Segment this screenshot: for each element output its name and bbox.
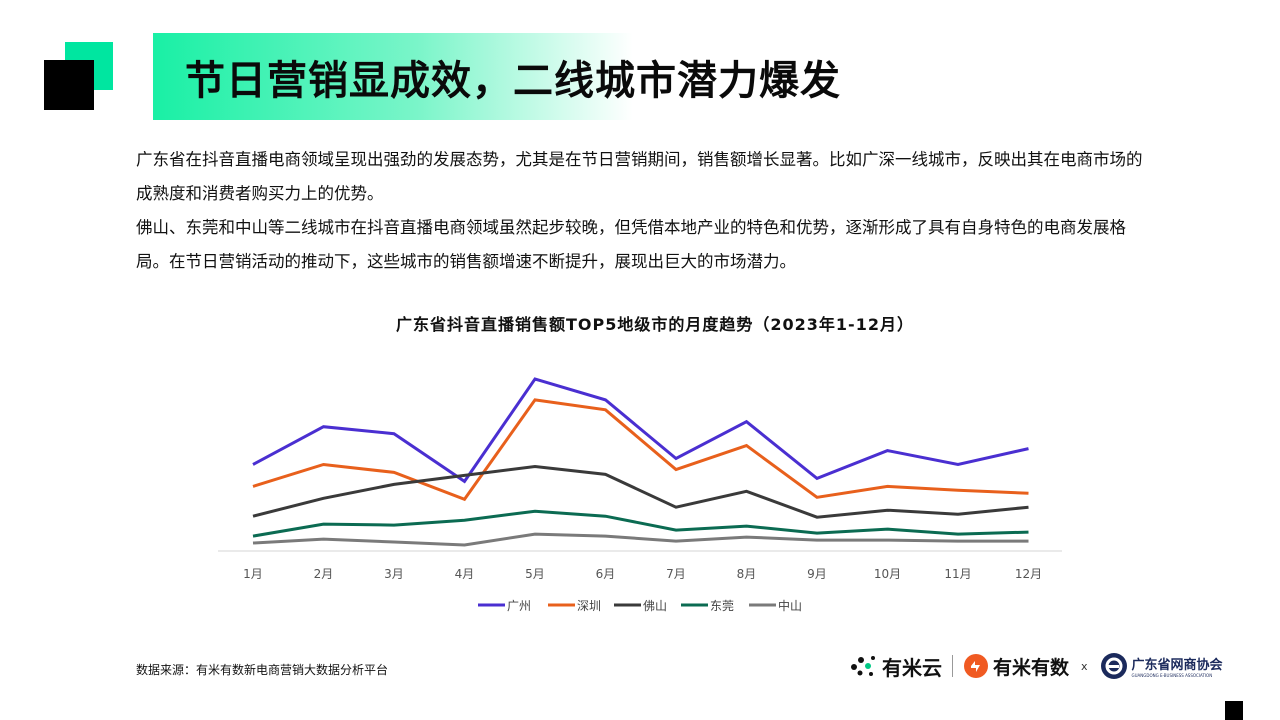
decor-black-square (44, 60, 94, 110)
gd-ebusiness-icon (1100, 653, 1127, 679)
data-source: 数据来源：有米有数新电商营销大数据分析平台 (136, 663, 389, 677)
gd-ebusiness-logo: 广东省网商协会 GUANGDONG E-BUSINESS ASSOCIATION (1100, 652, 1223, 680)
x-tick-label: 2月 (314, 567, 334, 581)
legend-label: 佛山 (643, 599, 667, 613)
legend-label: 深圳 (577, 599, 601, 613)
youmi-cloud-label: 有米云 (882, 655, 942, 680)
intro-text: 广东省在抖音直播电商领域呈现出强劲的发展态势，尤其是在节日营销期间，销售额增长显… (136, 143, 1148, 279)
youmi-data-label: 有米有数 (993, 656, 1070, 679)
series-line-2 (252, 464, 1029, 519)
gd-ebusiness-en: GUANGDONG E-BUSINESS ASSOCIATION (1131, 673, 1213, 678)
series-line-1 (252, 398, 1029, 502)
gd-ebusiness-cn: 广东省网商协会 (1131, 658, 1223, 673)
x-tick-label: 11月 (944, 567, 971, 581)
intro-paragraph-1: 广东省在抖音直播电商领域呈现出强劲的发展态势，尤其是在节日营销期间，销售额增长显… (136, 150, 1143, 203)
x-tick-label: 10月 (874, 567, 901, 581)
x-tick-label: 7月 (666, 567, 686, 581)
legend-label: 广州 (507, 599, 531, 613)
intro-paragraph-2: 佛山、东莞和中山等二线城市在抖音直播电商领域虽然起步较晚，但凭借本地产业的特色和… (136, 218, 1126, 271)
decor-corner-square (1225, 701, 1243, 720)
x-tick-label: 3月 (384, 567, 404, 581)
series-line-3 (252, 509, 1029, 538)
gd-ebusiness-text: 广东省网商协会 GUANGDONG E-BUSINESS ASSOCIATION (1132, 654, 1223, 678)
x-tick-label: 6月 (596, 567, 616, 581)
youmi-cloud-logo: 有米云 (848, 652, 942, 681)
youmi-data-logo: 有米有数 (963, 653, 1069, 680)
youmi-data-icon (964, 654, 988, 678)
x-tick-label: 5月 (525, 567, 545, 581)
chart-title: 广东省抖音直播销售额TOP5地级市的月度趋势（2023年1-12月） (396, 315, 914, 334)
title-band (153, 33, 633, 120)
x-tick-label: 9月 (807, 567, 827, 581)
x-tick-label: 1月 (243, 567, 263, 581)
youmi-cloud-icon (851, 656, 875, 676)
x-tick-label: 8月 (737, 567, 757, 581)
times-sign: x (1081, 659, 1088, 673)
partner-logos: 有米云 有米有数 x 广东省网商协会 GUANGDONG E-BUSINESS … (848, 650, 1223, 682)
page-title: 节日营销显成效，二线城市潜力爆发 (185, 58, 841, 104)
legend-label: 中山 (778, 598, 802, 613)
logo-divider (952, 655, 953, 677)
x-tick-label: 4月 (455, 567, 475, 581)
legend-label: 东莞 (710, 599, 734, 613)
series-line-0 (252, 377, 1029, 484)
x-tick-label: 12月 (1015, 567, 1042, 581)
series-line-4 (252, 532, 1029, 547)
